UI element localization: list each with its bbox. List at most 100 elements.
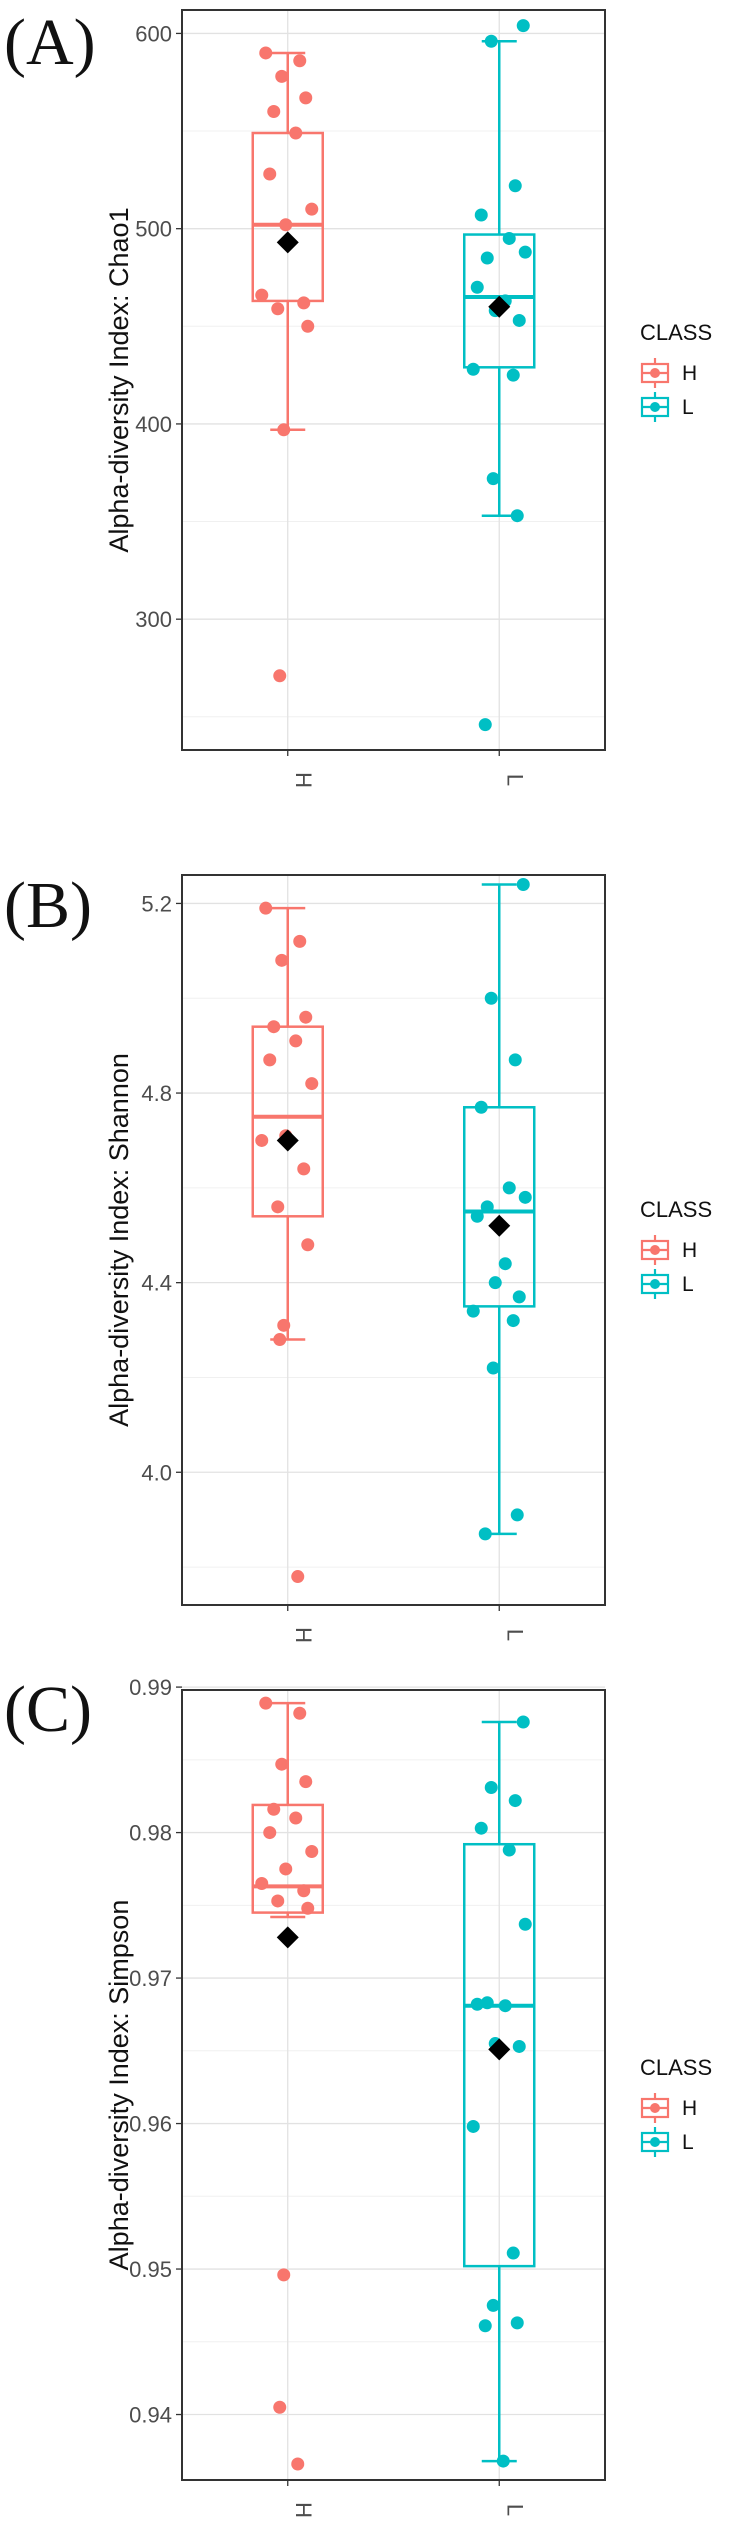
data-point	[271, 1200, 285, 1214]
data-point	[510, 2316, 524, 2330]
data-point	[299, 1775, 313, 1789]
legend-label: L	[682, 396, 694, 419]
data-point	[259, 46, 273, 60]
data-point	[512, 2039, 526, 2053]
panel-label: (B)	[4, 869, 92, 942]
panel-a: (A) 300 400 500 600 H L Alpha-diversity Index:…	[0, 0, 755, 840]
data-point	[470, 1997, 484, 2011]
data-point	[488, 1276, 502, 1290]
box	[251, 131, 324, 303]
mean-marker	[276, 1926, 299, 1949]
legend-label: H	[682, 362, 697, 385]
data-point	[516, 877, 530, 891]
data-point	[267, 1020, 281, 1034]
data-point	[510, 1508, 524, 1522]
data-point	[508, 1794, 522, 1808]
y-tick-label: 4.0	[141, 1460, 172, 1485]
data-point	[502, 231, 516, 245]
data-point	[289, 1811, 303, 1825]
panel-label: (A)	[4, 6, 96, 79]
data-point	[293, 1706, 307, 1720]
data-point	[275, 1757, 289, 1771]
plot-background	[182, 10, 605, 750]
mean-marker	[276, 231, 299, 254]
box	[251, 1803, 324, 1914]
data-point	[275, 69, 289, 83]
box	[251, 1025, 324, 1218]
box-group-L	[463, 19, 536, 732]
legend-label: L	[682, 2131, 694, 2154]
legend-entry-L: L	[640, 2127, 694, 2157]
y-tick-label: 0.98	[129, 1821, 172, 1846]
data-point	[259, 1696, 273, 1710]
data-point	[518, 1190, 532, 1204]
mean-marker	[488, 2038, 511, 2061]
legend-entry-H: H	[640, 1235, 697, 1265]
box-group-H	[251, 901, 324, 1584]
legend-key-point	[650, 1245, 660, 1255]
data-point	[263, 1826, 277, 1840]
data-point	[508, 1053, 522, 1067]
x-tick-label: H	[291, 772, 316, 788]
data-point	[502, 1181, 516, 1195]
panel-b: (B) 4.0 4.4 4.8 5.2 H L Alpha-diversity Index:…	[0, 855, 755, 1665]
data-point	[516, 19, 530, 33]
data-point	[484, 991, 498, 1005]
data-point	[271, 1894, 285, 1908]
data-point	[512, 1290, 526, 1304]
data-point	[474, 1100, 488, 1114]
y-tick-label: 0.95	[129, 2257, 172, 2282]
y-tick-label: 0.97	[129, 1966, 172, 1991]
legend-title: CLASS	[640, 1197, 712, 1222]
data-point	[305, 202, 319, 216]
data-point	[273, 1333, 287, 1347]
data-point	[480, 251, 494, 265]
box-group-L	[463, 1715, 536, 2468]
data-point	[466, 362, 480, 376]
data-point	[301, 1901, 315, 1915]
data-point	[305, 1077, 319, 1091]
legend-entry-H: H	[640, 2093, 697, 2123]
data-point	[506, 368, 520, 382]
legend-label: H	[682, 2097, 697, 2120]
y-tick-label: 500	[135, 217, 172, 242]
data-point	[502, 1843, 516, 1857]
y-tick-label: 4.8	[141, 1081, 172, 1106]
data-point	[301, 1238, 315, 1252]
legend-key-point	[650, 2103, 660, 2113]
data-point	[474, 1821, 488, 1835]
data-point	[474, 208, 488, 222]
data-point	[271, 302, 285, 316]
legend-key-point	[650, 368, 660, 378]
y-axis-title: Alpha-diversity Index: Shannon	[104, 1053, 134, 1427]
box-group-H	[251, 1696, 324, 2471]
data-point	[301, 319, 315, 333]
y-tick-label: 5.2	[141, 891, 172, 916]
data-point	[293, 54, 307, 68]
data-point	[277, 423, 291, 437]
y-tick-label: 0.96	[129, 2112, 172, 2137]
data-point	[289, 126, 303, 140]
data-point	[291, 1570, 305, 1584]
data-point	[263, 1053, 277, 1067]
data-point	[518, 245, 532, 259]
legend-label: L	[682, 1273, 694, 1296]
data-point	[484, 1780, 498, 1794]
data-point	[289, 1034, 303, 1048]
legend-title: CLASS	[640, 2055, 712, 2080]
data-point	[299, 1010, 313, 1024]
data-point	[466, 1304, 480, 1318]
data-point	[480, 1200, 494, 1214]
legend-title: CLASS	[640, 320, 712, 345]
legend-entry-L: L	[640, 392, 694, 422]
plot-background	[182, 1690, 605, 2480]
data-point	[516, 1715, 530, 1729]
data-point	[277, 2268, 291, 2282]
data-point	[506, 1314, 520, 1328]
legend-entry-H: H	[640, 358, 697, 388]
data-point	[263, 167, 277, 181]
legend-label: H	[682, 1239, 697, 1262]
y-tick-label: 0.94	[129, 2403, 172, 2428]
data-point	[486, 472, 500, 486]
panel-c: (C) 0.94 0.95 0.96 0.97 0.98 0.99 H L Alpha-dive…	[0, 1665, 755, 2548]
